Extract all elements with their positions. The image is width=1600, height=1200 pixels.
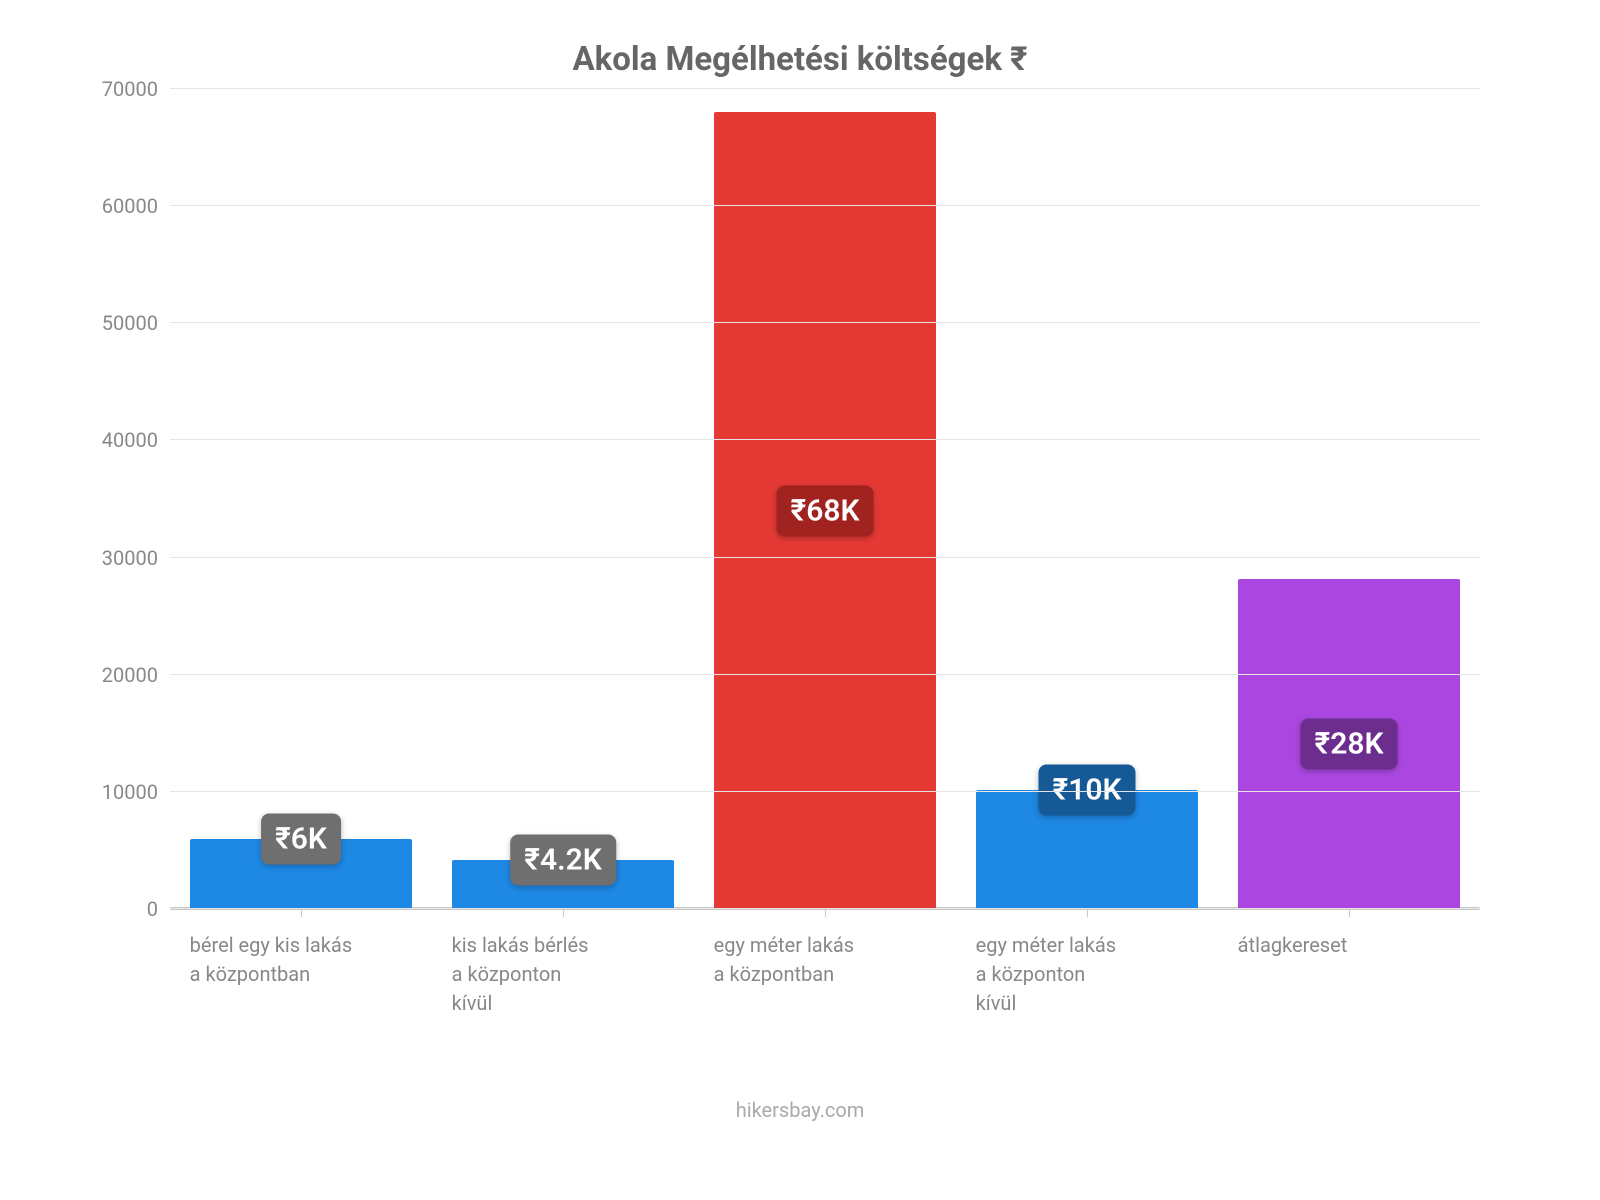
bar: ₹28K (1238, 579, 1461, 909)
value-badge: ₹28K (1300, 718, 1397, 769)
y-axis-label: 30000 (102, 546, 170, 570)
source-link[interactable]: hikersbay.com (80, 1098, 1520, 1122)
x-axis-label: egy méter lakása központonkívül (976, 931, 1199, 1018)
x-axis-label: egy méter lakása központban (714, 931, 937, 1018)
grid-line (170, 674, 1480, 675)
x-tick (1087, 909, 1088, 917)
bar-slot: ₹6K (190, 89, 413, 909)
grid-line (170, 791, 1480, 792)
y-axis-label: 0 (147, 897, 170, 921)
y-axis-label: 70000 (102, 77, 170, 101)
x-axis-label: bérel egy kis lakása központban (190, 931, 413, 1018)
grid-line (170, 322, 1480, 323)
bar: ₹4.2K (452, 860, 675, 909)
value-badge: ₹6K (261, 813, 341, 864)
grid-line (170, 557, 1480, 558)
bar: ₹10K (976, 790, 1199, 909)
value-badge: ₹68K (776, 485, 873, 536)
chart-title: Akola Megélhetési költségek ₹ (80, 40, 1520, 79)
bar: ₹68K (714, 112, 937, 909)
bars-container: ₹6K ₹4.2K ₹68K ₹10K ₹28K (170, 89, 1480, 909)
value-badge: ₹10K (1038, 764, 1135, 815)
plot-area: ₹6K₹4.2K₹68K₹10K₹28K 0100002000030000400… (170, 89, 1480, 909)
x-axis-labels: bérel egy kis lakása központban kis lakás… (170, 909, 1480, 1018)
bar-slot: ₹10K (976, 89, 1199, 909)
grid-line (170, 205, 1480, 206)
x-axis-label: kis lakás bérlésa központonkívül (452, 931, 675, 1018)
x-tick (1349, 909, 1350, 917)
cost-of-living-chart: Akola Megélhetési költségek ₹ ₹6K₹4.2K₹6… (0, 0, 1600, 1200)
x-axis-label: átlagkereset (1238, 931, 1461, 1018)
y-axis-label: 60000 (102, 194, 170, 218)
x-tick (301, 909, 302, 917)
bar-slot: ₹28K (1238, 89, 1461, 909)
bar-slot: ₹68K (714, 89, 937, 909)
bar-slot: ₹4.2K (452, 89, 675, 909)
grid-line (170, 439, 1480, 440)
bar: ₹6K (190, 839, 413, 909)
y-axis-label: 10000 (102, 780, 170, 804)
value-badge: ₹4.2K (510, 834, 616, 885)
x-tick (563, 909, 564, 917)
y-axis-label: 20000 (102, 663, 170, 687)
grid-line (170, 88, 1480, 89)
y-axis-label: 40000 (102, 428, 170, 452)
x-tick (825, 909, 826, 917)
y-axis-label: 50000 (102, 311, 170, 335)
grid-line (170, 908, 1480, 909)
